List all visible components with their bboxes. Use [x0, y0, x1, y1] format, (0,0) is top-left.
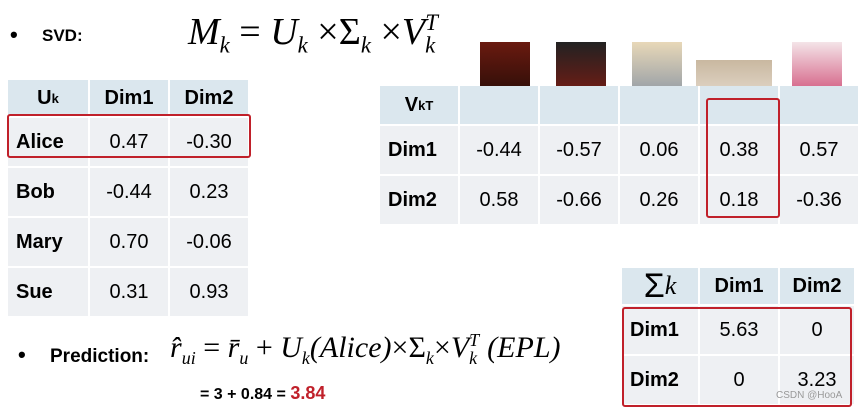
row-label: Sue — [8, 268, 88, 316]
formula-part: M — [188, 11, 220, 53]
cell: 0.06 — [620, 126, 698, 174]
formula-part: Σ — [338, 11, 361, 53]
poster-cell — [460, 86, 538, 124]
row-label: Dim1 — [622, 306, 698, 354]
formula-part: k — [219, 32, 230, 58]
symbol: Σ — [643, 266, 665, 305]
highlight — [7, 114, 251, 158]
row-label: Dim1 — [380, 126, 458, 174]
formula-part: = — [203, 331, 221, 364]
formula-part: k — [425, 348, 434, 368]
highlight — [706, 98, 780, 218]
cell: -0.57 — [540, 126, 618, 174]
poster-cell — [780, 86, 858, 124]
prediction-formula: r̂ui = r̄u + Uk(Alice)×Σk×VkT (EPL) — [170, 330, 561, 369]
cell: 0.47 — [90, 118, 168, 166]
formula-part: k — [425, 32, 436, 58]
formula-part: × — [391, 331, 409, 364]
column-header: Dim2 — [170, 80, 248, 116]
subscript: k — [418, 97, 426, 113]
cell: 0 — [780, 306, 854, 354]
formula-part: × — [317, 11, 339, 53]
result-value: 3.84 — [290, 383, 326, 403]
column-header: Dim2 — [780, 268, 854, 304]
row-label: Dim2 — [622, 356, 698, 404]
formula-part: T — [425, 10, 438, 36]
formula-part: V — [450, 331, 470, 364]
symbol: U — [37, 86, 52, 109]
row-label: Alice — [8, 118, 88, 166]
formula-part: k — [297, 32, 308, 58]
cell: 3.23 — [780, 356, 854, 404]
subscript: k — [51, 90, 59, 106]
poster-cell — [700, 86, 778, 124]
subscript: k — [664, 271, 677, 300]
formula-part: U — [280, 331, 302, 364]
formula-part: ui — [181, 348, 196, 368]
formula-part: k — [301, 348, 310, 368]
svd-formula: Mk = Uk ×Σk ×VkT — [188, 10, 448, 59]
bullet: • — [10, 22, 18, 47]
row-label: Bob — [8, 168, 88, 216]
poster-cell — [540, 86, 618, 124]
formula-part: × — [433, 331, 451, 364]
row-label: Mary — [8, 218, 88, 266]
cell: -0.44 — [460, 126, 538, 174]
cell: 0.70 — [90, 218, 168, 266]
result-expression: = 3 + 0.84 = — [200, 386, 286, 403]
formula-part: k — [360, 32, 371, 58]
cell: 0.26 — [620, 176, 698, 224]
poster-cell — [620, 86, 698, 124]
formula-part: V — [401, 11, 426, 53]
column-header: Dim1 — [700, 268, 778, 304]
formula-part: r̄ — [227, 331, 240, 364]
cell: -0.06 — [170, 218, 248, 266]
formula-part: T — [469, 330, 480, 350]
cell: 0.58 — [460, 176, 538, 224]
column-header: Dim1 — [90, 80, 168, 116]
cell: 5.63 — [700, 306, 778, 354]
bullet: • — [18, 342, 26, 367]
row-label: Dim2 — [380, 176, 458, 224]
prediction-label: Prediction: — [50, 346, 150, 367]
cell: 0.38 — [700, 126, 778, 174]
symbol: V — [404, 93, 419, 116]
formula-part: (Alice) — [309, 331, 392, 364]
formula-part: Σ — [408, 331, 426, 364]
cell: -0.66 — [540, 176, 618, 224]
formula-part: × — [380, 11, 402, 53]
result: = 3 + 0.84 = 3.84 — [200, 383, 325, 404]
svd-label: SVD: — [42, 26, 83, 45]
formula-part: U — [270, 11, 298, 53]
cell: 0.23 — [170, 168, 248, 216]
cell: 0.31 — [90, 268, 168, 316]
cell: -0.30 — [170, 118, 248, 166]
watermark: CSDN @HooA — [776, 390, 843, 401]
formula-part: + — [255, 331, 273, 364]
formula-part: k — [469, 348, 478, 368]
formula-part: = — [239, 11, 261, 53]
formula-part: u — [239, 348, 249, 368]
cell: -0.44 — [90, 168, 168, 216]
cell: 0.57 — [780, 126, 858, 174]
highlight — [622, 307, 852, 407]
formula-part: (EPL) — [487, 331, 561, 364]
formula-part: r̂ — [170, 331, 182, 364]
cell: 0.93 — [170, 268, 248, 316]
cell: 0 — [700, 356, 778, 404]
cell: -0.36 — [780, 176, 858, 224]
superscript: T — [425, 97, 434, 113]
